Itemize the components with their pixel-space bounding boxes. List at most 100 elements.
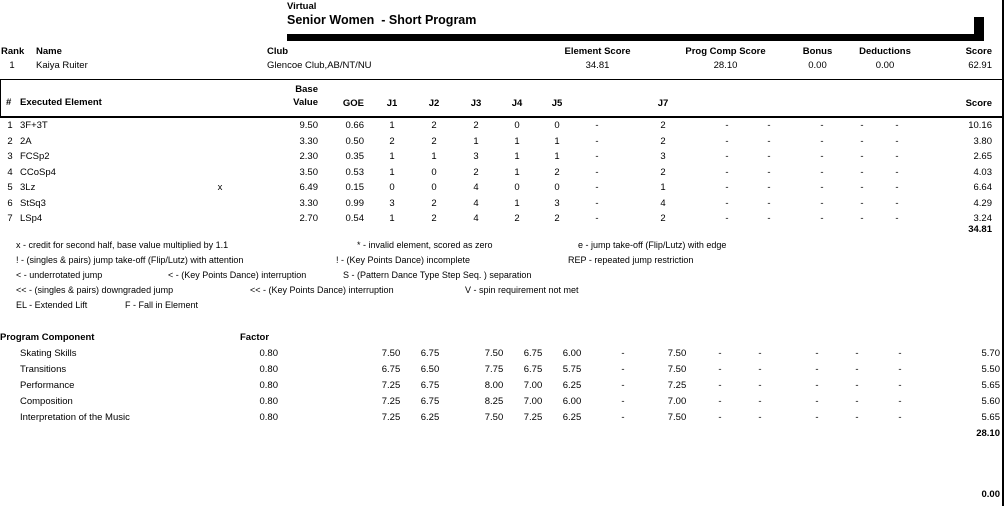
goe-value: 0.35: [345, 151, 365, 162]
judge-score-j4: 1: [514, 151, 520, 162]
judge-score-j5: 2: [554, 167, 560, 178]
judge-score-j9: -: [767, 198, 771, 209]
goe-value: 0.66: [345, 120, 365, 131]
judge-score-j2: 6.75: [420, 396, 440, 407]
judge-score-j7: 4: [660, 198, 666, 209]
name-column-label: Name: [36, 46, 62, 57]
judge-score-j10: -: [815, 396, 819, 407]
judge-score-j6: -: [595, 198, 599, 209]
judge-score-j6: -: [621, 364, 625, 375]
base-value: 3.50: [299, 167, 319, 178]
col-j1-header: J1: [386, 98, 398, 109]
element-number: 6: [7, 198, 13, 209]
base-value: 2.30: [299, 151, 319, 162]
segment-title: Senior Women - Short Program: [287, 13, 477, 27]
total-score-label: Score: [965, 46, 992, 57]
skater-club: Glencoe Club,AB/NT/NU: [267, 60, 372, 71]
element-name: CCoSp4: [20, 167, 56, 178]
element-score: 6.64: [973, 182, 993, 193]
judge-score-j10: -: [820, 120, 824, 131]
judge-score-j8: -: [718, 412, 722, 423]
judge-score-j4: 7.25: [523, 412, 543, 423]
base-value: 2.70: [299, 213, 319, 224]
legend-keypoints-incomplete: ! - (Key Points Dance) incomplete: [336, 255, 471, 265]
judge-score-j7: 7.00: [667, 396, 687, 407]
element-score-label: Element Score: [564, 46, 631, 57]
judge-score-j6: -: [621, 380, 625, 391]
col-base-header-line2: Value: [293, 97, 318, 108]
prog-comp-score-label: Prog Comp Score: [685, 46, 766, 57]
judge-score-j1: 7.25: [381, 380, 401, 391]
judge-score-j2: 6.25: [420, 412, 440, 423]
element-score: 2.65: [973, 151, 993, 162]
judge-score-j4: 1: [514, 136, 520, 147]
judge-score-j4: 2: [514, 213, 520, 224]
judge-score-j9: -: [758, 380, 762, 391]
judge-score-j7: 7.50: [667, 364, 687, 375]
judge-score-j2: 0: [431, 182, 437, 193]
event-type-label: Virtual: [287, 1, 317, 12]
goe-value: 0.99: [345, 198, 365, 209]
judge-score-j8: -: [725, 198, 729, 209]
judge-score-j3: 2: [473, 120, 479, 131]
component-score: 5.50: [981, 364, 1001, 375]
title-underline-end-tick: [974, 17, 984, 41]
component-factor: 0.80: [259, 380, 279, 391]
deductions-label: Deductions: [859, 46, 911, 57]
judge-score-j1: 3: [389, 198, 395, 209]
second-half-marker: x: [217, 182, 223, 193]
judge-score-j9: -: [767, 136, 771, 147]
judge-score-j9: -: [758, 396, 762, 407]
legend-keypoints-interruption-2: << - (Key Points Dance) interruption: [250, 285, 394, 295]
element-number: 5: [7, 182, 13, 193]
club-column-label: Club: [267, 46, 289, 57]
judge-score-j10: -: [820, 182, 824, 193]
legend-keypoints-interruption: < - (Key Points Dance) interruption: [168, 270, 307, 280]
judge-score-j1: 1: [389, 120, 395, 131]
judge-score-j5: 2: [554, 213, 560, 224]
judge-score-j4: 1: [514, 198, 520, 209]
judge-score-j11: -: [860, 120, 864, 131]
judge-score-j12: -: [898, 412, 902, 423]
legend-x-credit: x - credit for second half, base value m…: [16, 240, 229, 250]
judge-score-j8: -: [718, 348, 722, 359]
judge-score-j9: -: [758, 364, 762, 375]
judge-score-j2: 0: [431, 167, 437, 178]
component-factor: 0.80: [259, 348, 279, 359]
elements-header-box: [0, 79, 1003, 118]
element-score-total: 34.81: [968, 224, 992, 235]
element-number: 2: [7, 136, 13, 147]
component-name: Transitions: [20, 364, 67, 375]
judge-score-j5: 3: [554, 198, 560, 209]
judge-score-j11: -: [855, 348, 859, 359]
legend-fall-in-element: F - Fall in Element: [125, 300, 199, 310]
judge-score-j2: 6.75: [420, 380, 440, 391]
judge-score-j11: -: [860, 198, 864, 209]
judge-score-j10: -: [820, 167, 824, 178]
judge-score-j12: -: [895, 198, 899, 209]
judge-score-j12: -: [898, 348, 902, 359]
judge-score-j7: 2: [660, 120, 666, 131]
judge-score-j6: -: [595, 182, 599, 193]
judge-score-j4: 7.00: [523, 396, 543, 407]
judge-score-j3: 4: [473, 213, 479, 224]
judge-score-j5: 1: [554, 151, 560, 162]
judge-score-j8: -: [725, 120, 729, 131]
judge-score-j10: -: [820, 151, 824, 162]
judge-score-j9: -: [767, 182, 771, 193]
judge-score-j6: -: [595, 120, 599, 131]
judge-score-j1: 1: [389, 213, 395, 224]
judge-score-j8: -: [725, 167, 729, 178]
skater-name: Kaiya Ruiter: [36, 60, 88, 71]
element-name: StSq3: [20, 198, 46, 209]
col-j3-header: J3: [470, 98, 482, 109]
goe-value: 0.15: [345, 182, 365, 193]
judge-score-j3: 3: [473, 151, 479, 162]
total-score-value: 62.91: [968, 60, 992, 71]
judge-score-j8: -: [725, 151, 729, 162]
element-number: 7: [7, 213, 13, 224]
judge-score-j4: 0: [514, 120, 520, 131]
judge-score-j10: -: [820, 136, 824, 147]
judge-score-j3: 4: [473, 182, 479, 193]
judge-score-j7: 2: [660, 213, 666, 224]
